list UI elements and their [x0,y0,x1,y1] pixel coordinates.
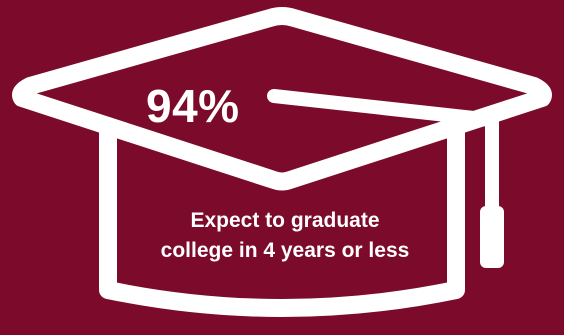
cap-base-outline [99,119,465,317]
stat-value: 94% [146,80,240,132]
tassel-end [480,206,504,268]
tassel-cord [267,89,499,215]
caption-line-2: college in 4 years or less [160,239,410,262]
stat-caption: Expect to graduate college in 4 years or… [120,206,450,266]
caption-line-1: Expect to graduate [190,209,380,232]
mortarboard-outline [12,7,552,191]
